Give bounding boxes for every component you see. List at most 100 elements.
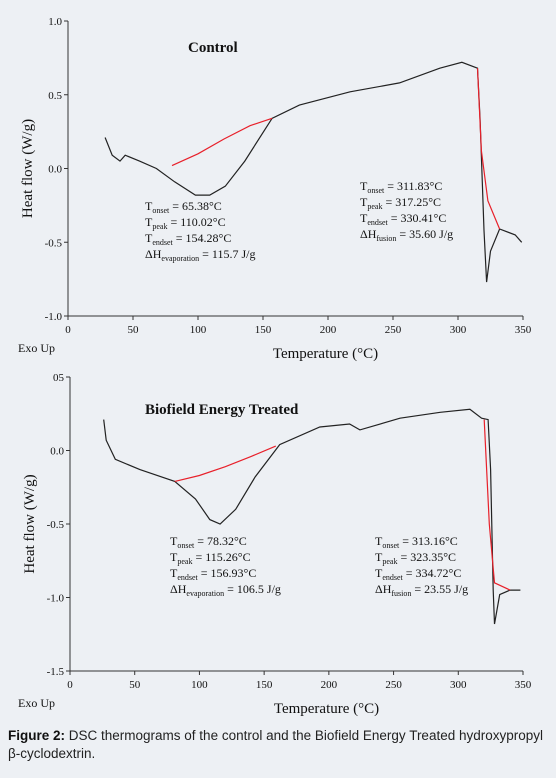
symbol: T bbox=[170, 566, 178, 580]
subscript: peak bbox=[367, 202, 382, 211]
x-axis-label: Temperature (°C) bbox=[273, 346, 378, 362]
annotation: Tendset = 334.72°C bbox=[375, 566, 461, 582]
annotation: Tpeak = 115.26°C bbox=[170, 550, 251, 566]
subscript: peak bbox=[382, 557, 397, 566]
x-tick-label: 100 bbox=[190, 324, 207, 336]
x-tick-label: 300 bbox=[450, 324, 467, 336]
subscript: peak bbox=[177, 557, 192, 566]
annotation: ΔHfusion = 23.55 J/g bbox=[375, 582, 468, 598]
subscript: onset bbox=[367, 186, 385, 195]
value-text: = 35.60 J/g bbox=[396, 227, 453, 241]
symbol: T bbox=[145, 215, 153, 229]
x-tick-label: 100 bbox=[191, 679, 208, 691]
curve bbox=[174, 419, 511, 591]
subscript: endset bbox=[382, 573, 403, 582]
symbol: T bbox=[170, 534, 178, 548]
y-axis-label: Heat flow (W/g) bbox=[20, 119, 36, 218]
subscript: fusion bbox=[376, 234, 396, 243]
subscript: peak bbox=[152, 222, 167, 231]
symbol: ΔH bbox=[170, 582, 187, 596]
y-tick-label: -1.0 bbox=[47, 593, 65, 605]
annotation: Tpeak = 323.35°C bbox=[375, 550, 456, 566]
symbol: T bbox=[375, 550, 383, 564]
subscript: endset bbox=[152, 238, 173, 247]
curve bbox=[171, 68, 501, 230]
annotation: Tonset = 65.38°C bbox=[145, 199, 222, 215]
y-tick-label: 0.5 bbox=[48, 90, 62, 102]
x-tick-label: 200 bbox=[320, 324, 337, 336]
y-tick-label: -1.5 bbox=[47, 666, 65, 678]
y-tick-label: 05 bbox=[53, 372, 65, 384]
annotation: Tonset = 313.16°C bbox=[375, 534, 458, 550]
annotation: Tendset = 330.41°C bbox=[360, 211, 446, 227]
subscript: endset bbox=[177, 573, 198, 582]
figure: -1.0-0.50.00.51.00 50 100 150 200 250 300 350Co… bbox=[18, 16, 532, 717]
x-tick-label: 250 bbox=[385, 324, 402, 336]
subscript: onset bbox=[382, 541, 400, 550]
symbol: ΔH bbox=[360, 227, 377, 241]
subscript: onset bbox=[177, 541, 195, 550]
x-tick-label: 50 bbox=[128, 324, 140, 336]
value-text: = 156.93°C bbox=[198, 566, 257, 580]
value-text: = 311.83°C bbox=[384, 179, 442, 193]
x-tick-label: 300 bbox=[450, 679, 467, 691]
annotation: Tendset = 156.93°C bbox=[170, 566, 256, 582]
subscript: endset bbox=[367, 218, 388, 227]
annotation: ΔHevaporation = 106.5 J/g bbox=[170, 582, 281, 598]
annotation: ΔHevaporation = 115.7 J/g bbox=[145, 247, 255, 263]
caption-text: DSC thermograms of the control and the B… bbox=[8, 728, 544, 761]
value-text: = 23.55 J/g bbox=[411, 582, 468, 596]
caption: Figure 2: DSC thermograms of the control… bbox=[8, 727, 548, 763]
x-tick-label: 150 bbox=[255, 324, 272, 336]
value-text: = 313.16°C bbox=[399, 534, 458, 548]
annotation: Tendset = 154.28°C bbox=[145, 231, 231, 247]
symbol: ΔH bbox=[375, 582, 392, 596]
symbol: T bbox=[170, 550, 178, 564]
y-tick-label: 1.0 bbox=[48, 16, 62, 28]
symbol: T bbox=[360, 211, 368, 225]
y-tick-label: 0.0 bbox=[50, 446, 64, 458]
value-text: = 323.35°C bbox=[397, 550, 456, 564]
value-text: = 330.41°C bbox=[388, 211, 447, 225]
symbol: T bbox=[145, 199, 153, 213]
x-tick-label: 200 bbox=[321, 679, 338, 691]
x-tick-label: 250 bbox=[385, 679, 402, 691]
subscript: evaporation bbox=[161, 254, 199, 263]
annotation: Tonset = 311.83°C bbox=[360, 179, 442, 195]
x-tick-label: 0 bbox=[65, 324, 71, 336]
x-tick-label: 150 bbox=[256, 679, 273, 691]
y-tick-label: 0.0 bbox=[48, 164, 62, 176]
y-axis-label: Heat flow (W/g) bbox=[22, 474, 38, 573]
symbol: T bbox=[145, 231, 153, 245]
caption-label: Figure 2: bbox=[8, 728, 66, 743]
annotation: ΔHfusion = 35.60 J/g bbox=[360, 227, 453, 243]
x-tick-label: 350 bbox=[515, 324, 532, 336]
value-text: = 334.72°C bbox=[403, 566, 462, 580]
x-tick-label: 350 bbox=[515, 679, 532, 691]
symbol: T bbox=[375, 566, 383, 580]
y-tick-label: -0.5 bbox=[45, 237, 63, 249]
value-text: = 317.25°C bbox=[382, 195, 441, 209]
subscript: fusion bbox=[391, 589, 411, 598]
annotation: Tonset = 78.32°C bbox=[170, 534, 247, 550]
value-text: = 115.26°C bbox=[192, 550, 250, 564]
x-axis-label: Temperature (°C) bbox=[274, 701, 379, 717]
subscript: evaporation bbox=[186, 589, 224, 598]
value-text: = 115.7 J/g bbox=[199, 247, 255, 261]
chart-title: Control bbox=[188, 40, 238, 56]
value-text: = 106.5 J/g bbox=[224, 582, 281, 596]
x-tick-label: 50 bbox=[129, 679, 141, 691]
exo-note: Exo Up bbox=[18, 696, 55, 710]
symbol: ΔH bbox=[145, 247, 162, 261]
subscript: onset bbox=[152, 206, 170, 215]
value-text: = 78.32°C bbox=[194, 534, 247, 548]
chart-title: Biofield Energy Treated bbox=[145, 402, 299, 418]
symbol: T bbox=[360, 195, 368, 209]
symbol: T bbox=[375, 534, 383, 548]
value-text: = 65.38°C bbox=[169, 199, 222, 213]
value-text: = 110.02°C bbox=[167, 215, 225, 229]
exo-note: Exo Up bbox=[18, 341, 55, 355]
annotation: Tpeak = 110.02°C bbox=[145, 215, 226, 231]
symbol: T bbox=[360, 179, 368, 193]
